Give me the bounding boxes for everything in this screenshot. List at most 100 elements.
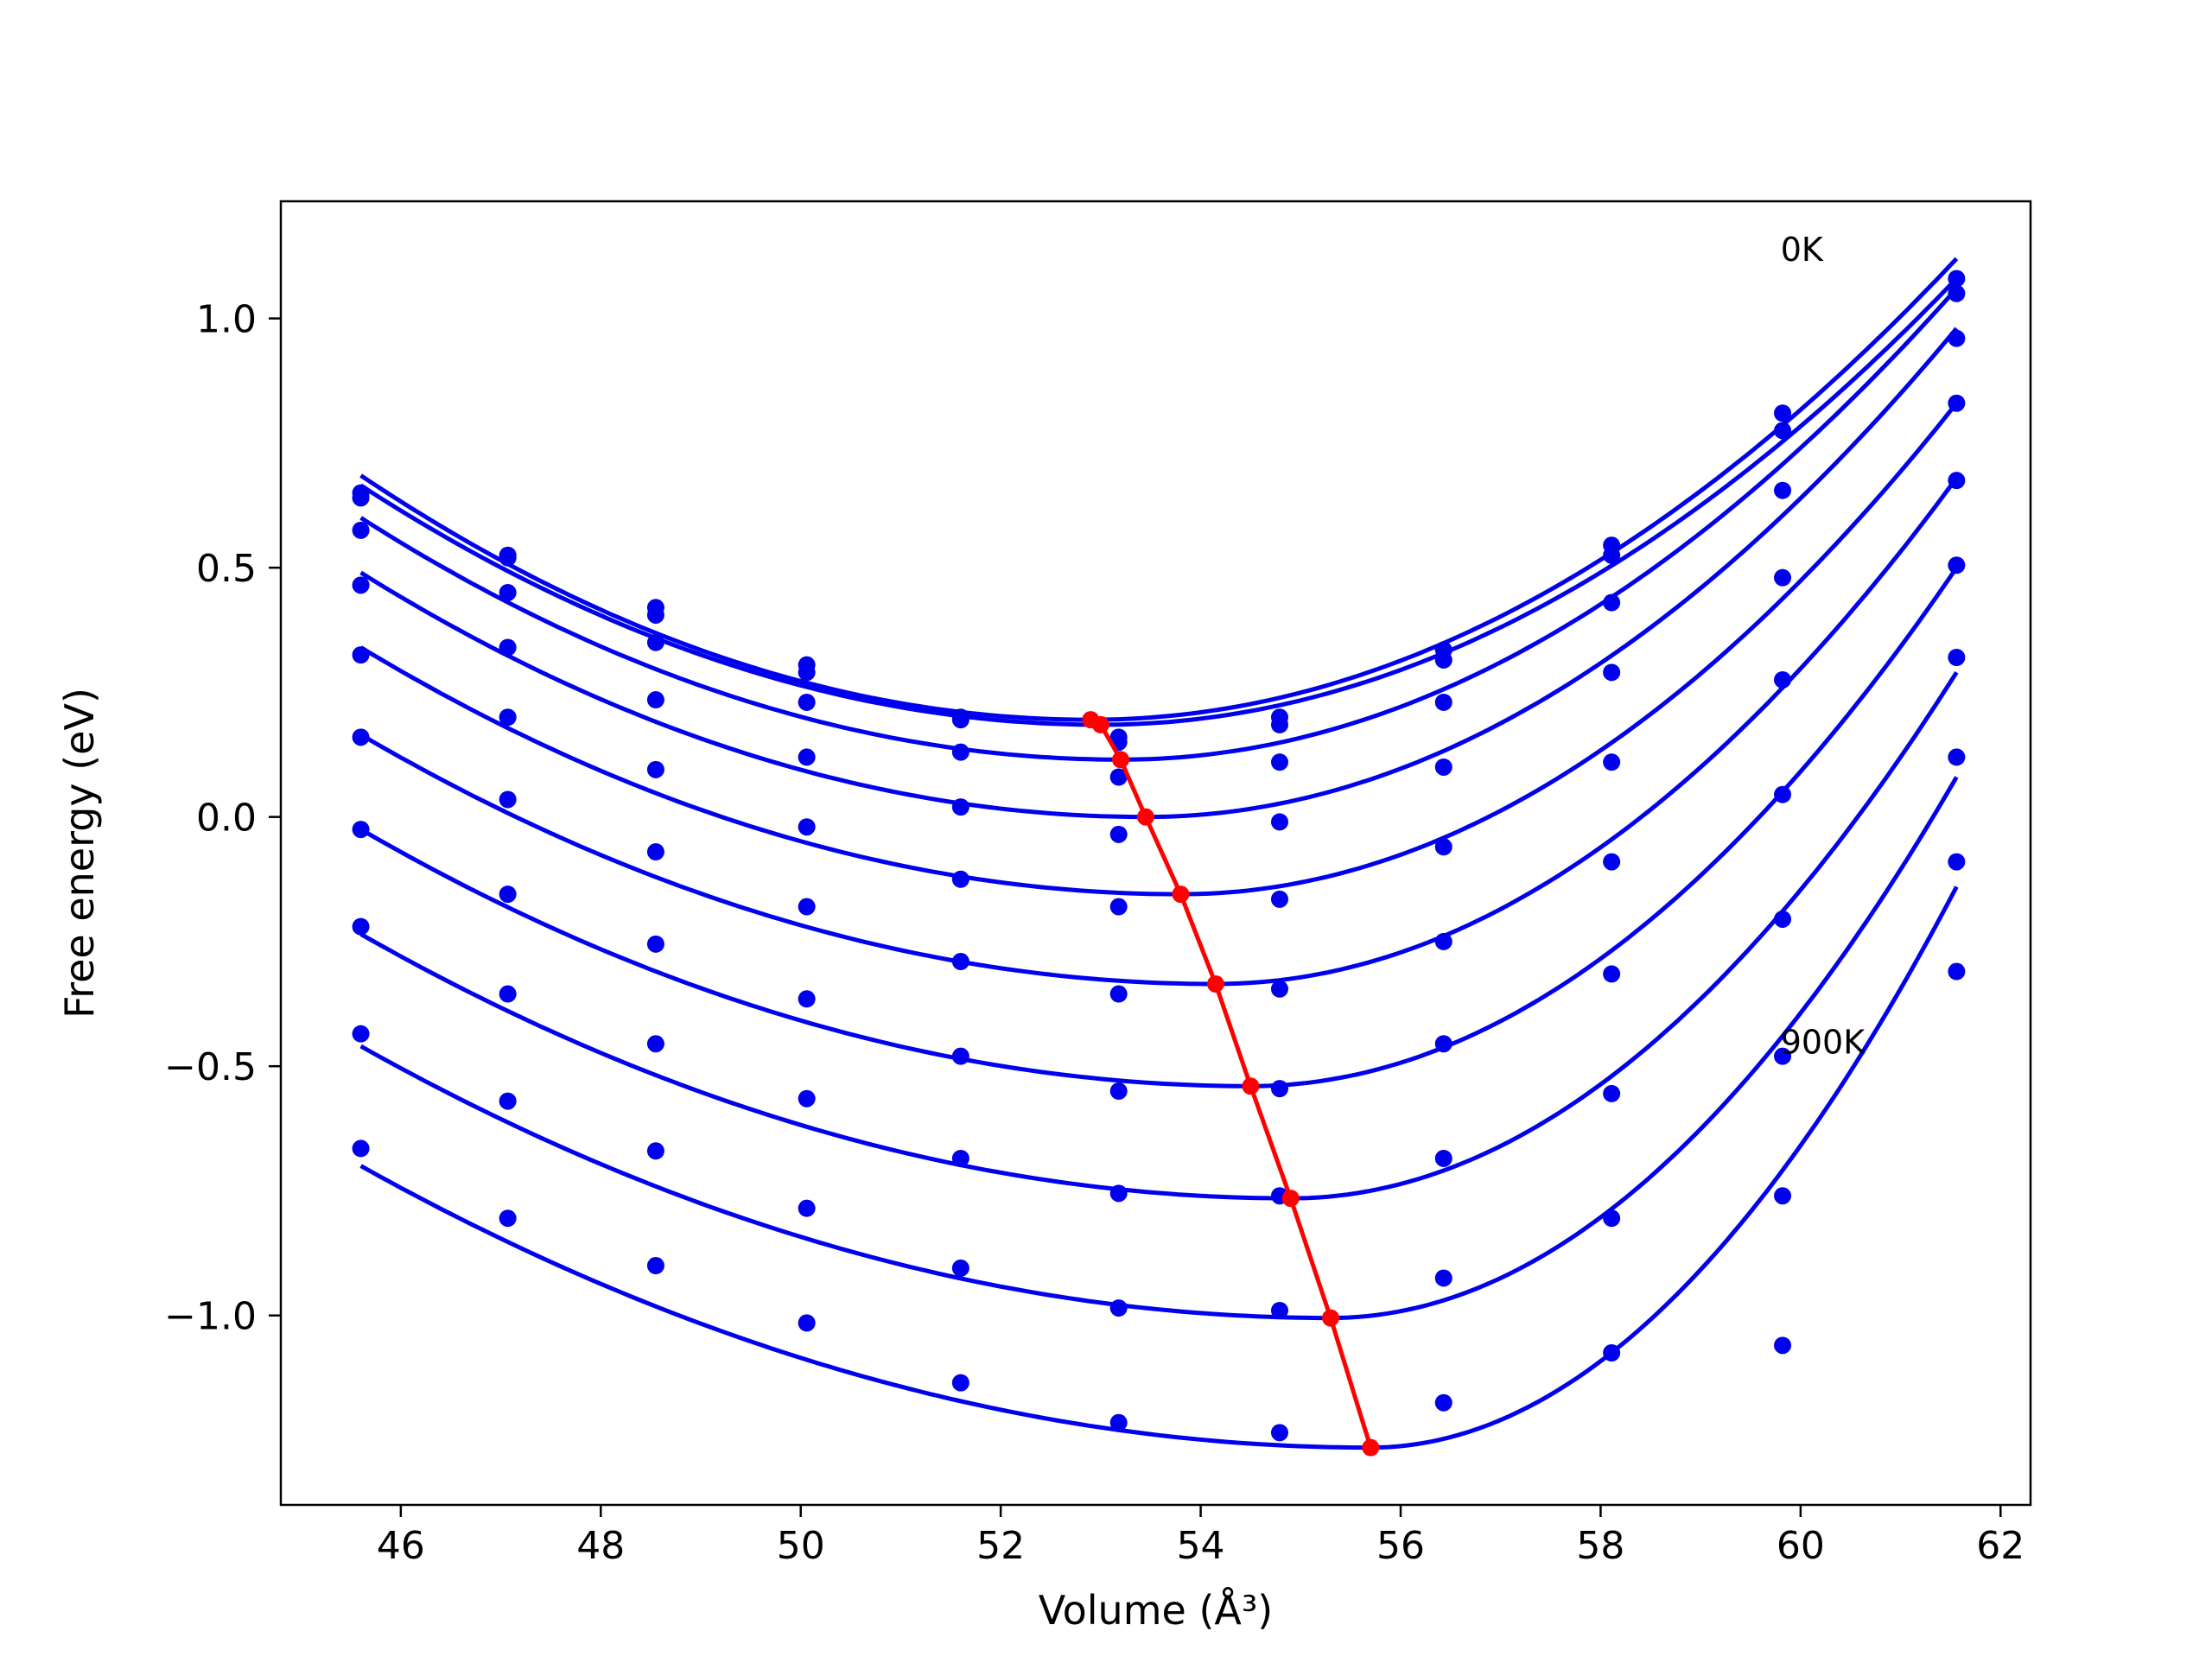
fit-curves [359, 257, 1959, 1450]
data-point [499, 583, 517, 601]
minimum-point [1091, 715, 1109, 733]
data-point [798, 1199, 816, 1217]
data-point [1603, 1209, 1621, 1228]
data-point [1774, 670, 1792, 689]
data-point [352, 1139, 370, 1158]
data-point [951, 1374, 969, 1392]
x-tick-label: 52 [976, 1524, 1025, 1568]
data-point [1109, 768, 1128, 786]
data-point [798, 1089, 816, 1108]
data-point [1270, 753, 1288, 771]
data-point [352, 521, 370, 539]
y-tick-label: −1.0 [164, 1295, 257, 1339]
data-point [646, 760, 664, 778]
x-axis-ticks: 46 48 50 52 54 56 58 60 62 [377, 1505, 2024, 1568]
data-point [1434, 758, 1452, 776]
data-point [1270, 890, 1288, 908]
data-point [1603, 965, 1621, 983]
x-tick-label: 48 [576, 1524, 625, 1568]
data-point [352, 728, 370, 746]
data-point [1948, 270, 1966, 288]
x-axis-label: Volume (Å³) [1039, 1587, 1274, 1634]
data-point [1948, 284, 1966, 302]
data-point [1109, 825, 1128, 843]
data-point [1270, 1080, 1288, 1098]
data-point [352, 1025, 370, 1043]
data-point [1774, 568, 1792, 587]
data-point [499, 1092, 517, 1110]
data-points [352, 270, 1966, 1442]
data-point [1774, 1047, 1792, 1065]
data-point [1774, 785, 1792, 803]
data-point [1270, 980, 1288, 998]
data-point [352, 917, 370, 936]
minimum-curve [1082, 711, 1380, 1457]
data-point [1948, 329, 1966, 347]
data-point [1948, 472, 1966, 490]
data-point [1603, 1343, 1621, 1362]
minimum-point [1281, 1190, 1300, 1208]
data-point [1948, 649, 1966, 667]
minimum-point [1172, 885, 1190, 904]
x-tick-label: 58 [1576, 1524, 1624, 1568]
data-point [951, 1259, 969, 1277]
x-tick-label: 46 [377, 1524, 425, 1568]
y-axis-label: Free energy (eV) [56, 688, 103, 1019]
fit-curve-5 [359, 476, 1959, 987]
data-point [646, 633, 664, 651]
fit-curve-8 [359, 776, 1959, 1321]
data-point [1948, 853, 1966, 871]
data-point [1270, 1424, 1288, 1442]
fit-curve-2 [359, 287, 1959, 762]
data-point [499, 1209, 517, 1228]
data-point [646, 691, 664, 709]
fit-curve-3 [359, 327, 1959, 820]
data-point [499, 549, 517, 567]
data-point [1434, 1393, 1452, 1412]
x-tick-label: 56 [1376, 1524, 1425, 1568]
data-point [646, 843, 664, 861]
data-point [798, 663, 816, 682]
data-point [798, 898, 816, 916]
data-point [1434, 1149, 1452, 1167]
y-axis-ticks: −1.0 −0.5 0.0 0.5 1.0 [164, 298, 281, 1339]
data-point [499, 790, 517, 809]
data-point [1434, 651, 1452, 669]
fit-curve-6 [359, 566, 1959, 1089]
minimum-point [1112, 751, 1129, 769]
data-point [1603, 1084, 1621, 1102]
data-point [1774, 1187, 1792, 1205]
data-point [1774, 910, 1792, 928]
data-point [1434, 932, 1452, 950]
minimum-point [1322, 1309, 1339, 1327]
data-point [1948, 748, 1966, 766]
data-point [1948, 394, 1966, 412]
y-tick-label: 0.0 [196, 797, 257, 841]
data-point [1109, 1082, 1128, 1101]
data-point [1774, 404, 1792, 422]
fit-curve-4 [359, 402, 1959, 897]
fit-curve-7 [359, 670, 1959, 1201]
data-point [1109, 1184, 1128, 1203]
x-tick-label: 50 [777, 1524, 825, 1568]
data-point [646, 1035, 664, 1053]
data-point [1109, 1299, 1128, 1317]
minimum-point [1242, 1077, 1260, 1095]
y-tick-label: 1.0 [196, 298, 257, 342]
x-tick-label: 60 [1777, 1524, 1825, 1568]
data-point [798, 693, 816, 711]
minimum-line [1090, 717, 1373, 1449]
data-point [798, 1314, 816, 1332]
data-point [352, 576, 370, 594]
minimum-point [1362, 1438, 1380, 1457]
data-point [1434, 693, 1452, 711]
data-point [646, 935, 664, 953]
data-point [798, 748, 816, 766]
data-point [1270, 1301, 1288, 1319]
data-point [1948, 962, 1966, 981]
data-point [499, 985, 517, 1003]
data-point [1434, 1035, 1452, 1053]
data-point [352, 821, 370, 839]
data-point [646, 606, 664, 624]
